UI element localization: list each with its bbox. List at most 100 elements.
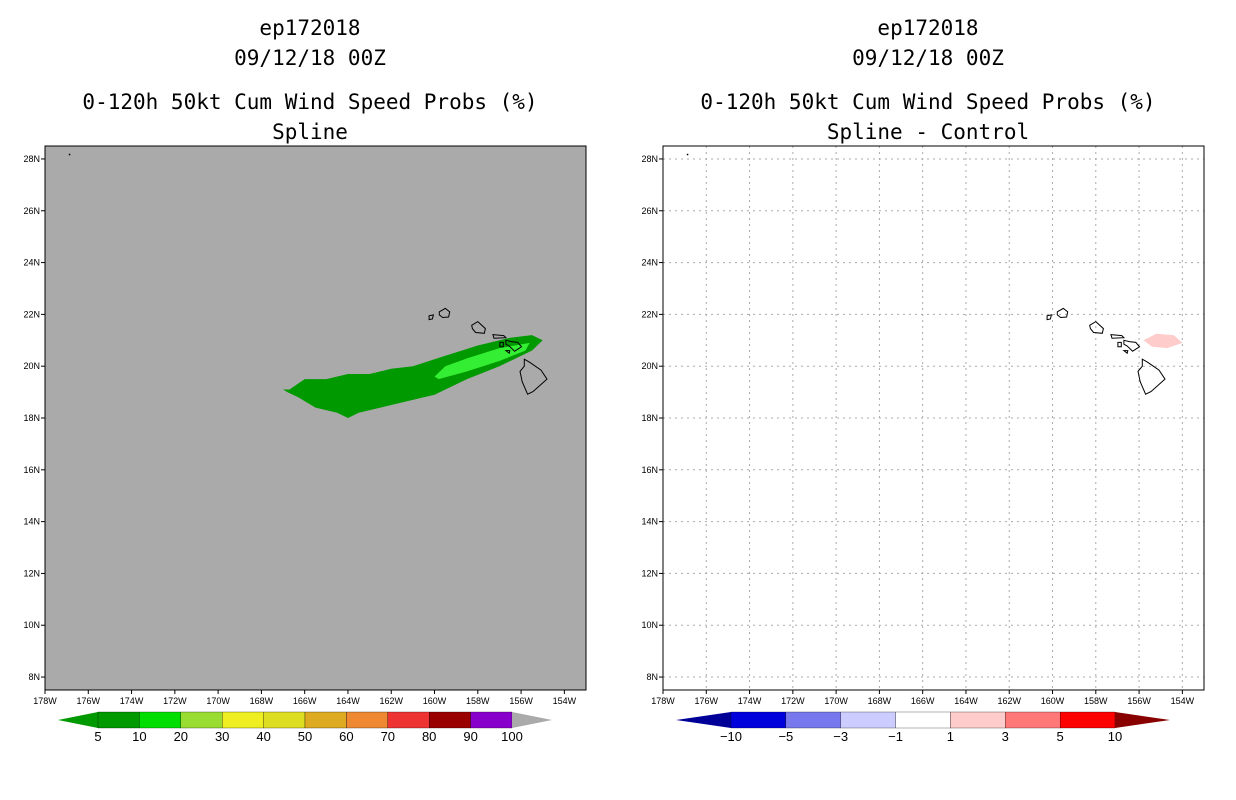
coastline	[505, 339, 523, 352]
coastline	[428, 314, 435, 321]
right-map-panel: 178W 176W 174W 172W 170W 168W 166W 164W 162W 160W…	[641, 145, 1205, 744]
colorbar-swatch	[840, 711, 896, 729]
colorbar-cap-left	[58, 712, 98, 728]
x-tick-label: 162W	[997, 696, 1021, 706]
y-tick-label: 18N	[641, 413, 658, 423]
colorbar-swatch	[1059, 711, 1116, 729]
colorbar-label: −1	[888, 729, 903, 744]
coastline	[471, 320, 486, 334]
coastline	[1123, 339, 1141, 352]
colorbar-label: 5	[1057, 729, 1064, 744]
y-tick-label: 28N	[641, 154, 658, 164]
y-tick-label: 24N	[641, 258, 658, 268]
right-chart-title: 0-120h 50kt Cum Wind Speed Probs (%)	[700, 90, 1156, 114]
x-tick-label: 156W	[509, 696, 533, 706]
coastline-dot	[686, 153, 689, 156]
colorbar-swatch	[470, 711, 513, 729]
right-storm-id: ep172018	[877, 16, 979, 40]
colorbar-label: 50	[298, 729, 312, 744]
map-background	[45, 146, 586, 690]
colorbar-cap-left	[676, 712, 731, 728]
colorbar-swatch	[895, 711, 951, 729]
x-tick-label: 154W	[1171, 696, 1195, 706]
y-tick-label: 26N	[23, 206, 40, 216]
y-tick-label: 24N	[23, 258, 40, 268]
colorbar-label: −5	[778, 729, 793, 744]
y-tick-label: 12N	[641, 568, 658, 578]
colorbar-swatch	[429, 711, 471, 729]
x-tick-label: 170W	[824, 696, 848, 706]
colorbar-swatch	[139, 711, 181, 729]
colorbar-swatch	[180, 711, 223, 729]
contour-level-10	[434, 342, 530, 380]
y-tick-label: 26N	[641, 206, 658, 216]
x-tick-label: 166W	[293, 696, 317, 706]
colorbar-label: 90	[463, 729, 477, 744]
colorbar-label: 80	[422, 729, 436, 744]
colorbar-label: 3	[1002, 729, 1009, 744]
colorbar-label: 10	[1108, 729, 1122, 744]
colorbar-swatch	[387, 711, 430, 729]
left-chart-title: 0-120h 50kt Cum Wind Speed Probs (%)	[82, 90, 538, 114]
colorbar-label: 5	[94, 729, 101, 744]
colorbar-label: −10	[720, 729, 742, 744]
x-tick-label: 164W	[954, 696, 978, 706]
colorbar-label: 40	[256, 729, 270, 744]
x-tick-label: 156W	[1127, 696, 1151, 706]
x-tick-label: 176W	[695, 696, 719, 706]
colorbar-swatch	[263, 711, 306, 729]
coastline	[492, 334, 508, 339]
x-tick-label: 178W	[33, 696, 57, 706]
y-tick-label: 22N	[23, 309, 40, 319]
colorbar-label: 100	[501, 729, 523, 744]
colorbar-label: 1	[947, 729, 954, 744]
coastline	[1046, 314, 1053, 321]
colorbar-cap-right	[1115, 712, 1170, 728]
coastline	[1137, 358, 1166, 395]
right-chart-subtitle: Spline - Control	[826, 120, 1030, 144]
y-tick-label: 20N	[23, 361, 40, 371]
right-date-line: 09/12/18 00Z	[852, 46, 1004, 70]
x-tick-label: 172W	[163, 696, 187, 706]
y-tick-label: 8N	[646, 672, 658, 682]
x-tick-label: 164W	[336, 696, 360, 706]
y-tick-label: 8N	[28, 672, 40, 682]
x-tick-label: 168W	[250, 696, 274, 706]
y-tick-label: 28N	[23, 154, 40, 164]
x-tick-label: 174W	[120, 696, 144, 706]
coastline	[1089, 320, 1104, 334]
x-tick-label: 166W	[911, 696, 935, 706]
x-tick-label: 174W	[738, 696, 762, 706]
x-tick-label: 162W	[379, 696, 403, 706]
colorbar-swatch	[730, 711, 787, 729]
x-tick-label: 172W	[781, 696, 805, 706]
coastline	[499, 341, 504, 348]
y-tick-label: 10N	[23, 620, 40, 630]
colorbar-label: −3	[833, 729, 848, 744]
y-tick-label: 14N	[641, 517, 658, 527]
x-tick-label: 168W	[868, 696, 892, 706]
colorbar-label: 30	[215, 729, 229, 744]
coastline	[1117, 341, 1122, 348]
x-tick-label: 176W	[77, 696, 101, 706]
y-tick-label: 18N	[23, 413, 40, 423]
x-tick-label: 158W	[466, 696, 490, 706]
colorbar-label: 70	[381, 729, 395, 744]
x-tick-label: 158W	[1084, 696, 1108, 706]
x-tick-label: 160W	[423, 696, 447, 706]
x-tick-label: 178W	[651, 696, 675, 706]
left-date-line: 09/12/18 00Z	[234, 46, 386, 70]
colorbar-label: 20	[174, 729, 188, 744]
colorbar-swatch	[346, 711, 388, 729]
colorbar-cap-right	[512, 712, 552, 728]
colorbar-swatch	[97, 711, 140, 729]
y-tick-label: 16N	[23, 465, 40, 475]
colorbar-label: 10	[132, 729, 146, 744]
y-tick-label: 12N	[23, 568, 40, 578]
y-tick-label: 16N	[641, 465, 658, 475]
colorbar-swatch	[222, 711, 264, 729]
x-tick-label: 160W	[1041, 696, 1065, 706]
left-storm-id: ep172018	[259, 16, 361, 40]
coastline-dot	[68, 153, 71, 156]
